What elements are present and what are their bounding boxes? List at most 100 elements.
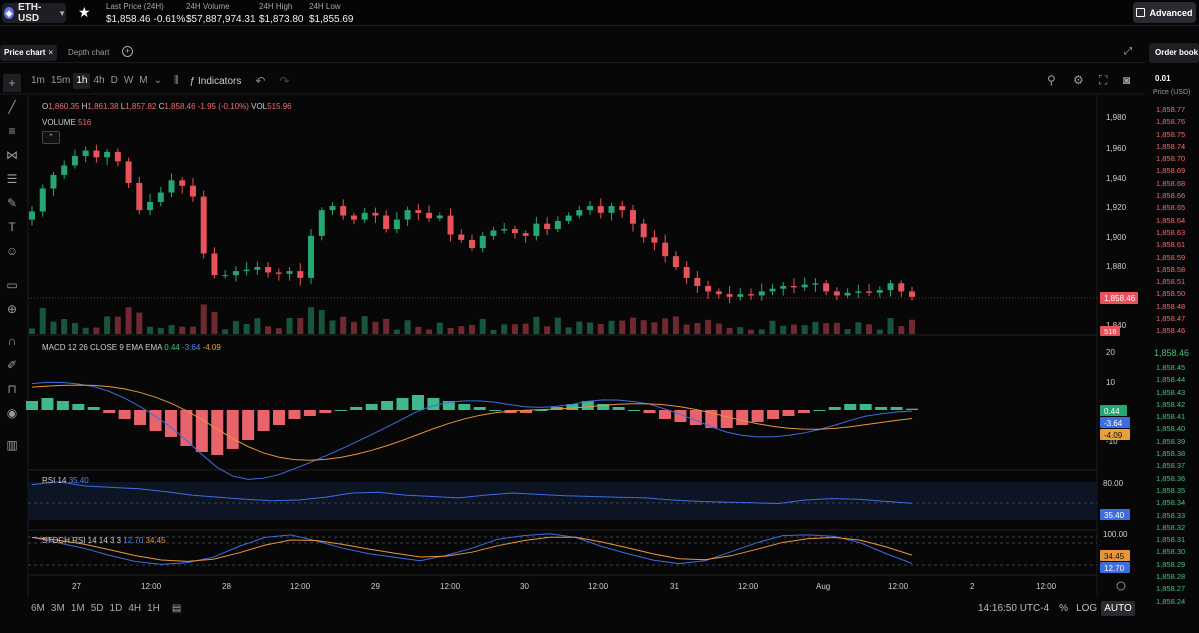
ask-row[interactable]: 1,858.47 [1156,314,1186,324]
log-toggle[interactable]: LOG [1076,602,1098,614]
calendar-icon[interactable]: ▤ [171,602,182,614]
bid-row[interactable]: 1,858.31 [1156,535,1186,545]
zoom-in-icon[interactable]: ⊕ [6,302,18,316]
stat-value: $57,887,974.31 [186,14,256,25]
trash-icon[interactable]: ▥ [6,438,18,452]
bid-row[interactable]: 1,858.39 [1156,436,1186,446]
ask-row[interactable]: 1,858.46 [1156,326,1186,336]
text-icon[interactable]: T [8,220,16,234]
bid-row[interactable]: 1,858.32 [1156,522,1186,532]
close-icon[interactable]: × [48,48,54,57]
undo-icon[interactable]: ↶ [255,74,266,88]
ask-row[interactable]: 1,858.63 [1156,227,1186,237]
brush-icon[interactable]: ✎ [6,196,18,210]
advanced-button[interactable]: Advanced [1133,2,1196,23]
collapse-button[interactable]: ⌃ [42,131,60,144]
fib-icon[interactable]: ☰ [6,172,18,186]
bid-row[interactable]: 1,858.42 [1156,399,1186,409]
range-1m[interactable]: 1M [70,602,85,614]
settings-dot-icon[interactable] [1116,581,1126,591]
tick-size-select[interactable]: 0.01 [1155,74,1171,83]
timeframe-1h[interactable]: 1h [73,73,91,89]
bid-row[interactable]: 1,858.37 [1156,461,1186,471]
ask-row[interactable]: 1,858.74 [1156,141,1186,151]
add-tab-icon[interactable]: + [122,46,133,57]
bid-row[interactable]: 1,858.44 [1156,375,1186,385]
bid-row[interactable]: 1,858.41 [1156,412,1186,422]
pen-lock-icon[interactable]: ✐ [6,358,18,372]
bid-row[interactable]: 1,858.40 [1156,424,1186,434]
gear-icon[interactable]: ⚙ [1073,73,1084,87]
tab-depth-chart[interactable]: Depth chart [64,45,113,61]
timeframe-4h[interactable]: 4h [93,75,105,86]
bid-row[interactable]: 1,858.45 [1156,363,1186,372]
macd-hist-bar [705,410,718,428]
ask-row[interactable]: 1,858.66 [1156,191,1186,201]
star-icon[interactable]: ★ [78,4,91,20]
volume-bar [404,320,411,334]
range-3m[interactable]: 3M [50,602,65,614]
ask-row[interactable]: 1,858.75 [1156,129,1186,139]
ask-row[interactable]: 1,858.69 [1156,166,1186,176]
candle-type-icon[interactable]: ⫼ [174,75,179,86]
ask-row[interactable]: 1,858.50 [1156,289,1186,299]
range-1h[interactable]: 1H [147,602,160,614]
crosshair-icon[interactable]: + [3,74,21,92]
percent-toggle[interactable]: % [1059,602,1069,614]
ruler-icon[interactable]: ▭ [6,278,18,292]
timeframe-15m[interactable]: 15m [50,75,71,86]
bid-row[interactable]: 1,858.38 [1156,449,1186,459]
trendline-icon[interactable]: ╱ [8,100,16,114]
bid-row[interactable]: 1,858.30 [1156,547,1186,557]
ask-row[interactable]: 1,858.68 [1156,178,1186,188]
search-icon[interactable]: ⚲ [1047,73,1056,87]
ask-row[interactable]: 1,858.65 [1156,203,1186,213]
ask-row[interactable]: 1,858.61 [1156,240,1186,250]
emoji-icon[interactable]: ☺ [5,244,19,258]
tab-price-chart[interactable]: Price chart × [0,45,58,61]
range-5d[interactable]: 5D [90,602,104,614]
bid-row[interactable]: 1,858.29 [1156,559,1186,569]
magnet-icon[interactable]: ∩ [7,334,17,348]
ask-row[interactable]: 1,858.51 [1156,277,1186,287]
chart-canvas[interactable]: 1,980 1,960 1,940 1,920 1,900 1,880 1,84… [0,58,1145,598]
timeframe-d[interactable]: D [110,75,118,86]
ask-row[interactable]: 1,858.76 [1156,117,1186,127]
bid-row[interactable]: 1,858.43 [1156,387,1186,397]
time-display[interactable]: 14:16:50 UTC-4 [978,602,1050,614]
eye-icon[interactable]: ◉ [6,406,18,420]
camera-icon[interactable]: ◙ [1123,73,1131,87]
expand-icon[interactable]: ⤢ [1124,46,1132,57]
pitchfork-icon[interactable]: ⋈ [6,148,18,162]
timeframe-w[interactable]: W [123,75,134,86]
fullscreen-icon[interactable]: ⛶ [1099,73,1108,87]
ask-row[interactable]: 1,858.58 [1156,264,1186,274]
ask-row[interactable]: 1,858.64 [1156,215,1186,225]
chevron-down-icon[interactable]: ⌄ [153,75,163,86]
bid-row[interactable]: 1,858.28 [1156,572,1186,582]
bid-row[interactable]: 1,858.33 [1156,510,1186,520]
timeframe-1m[interactable]: 1m [31,75,45,86]
range-6m[interactable]: 6M [31,602,45,614]
candle-body [136,183,143,211]
ask-row[interactable]: 1,858.48 [1156,301,1186,311]
indicators-button[interactable]: ƒ Indicators [190,76,242,87]
pair-selector[interactable]: ◆ ETH-USD ▼ [2,2,66,24]
ask-row[interactable]: 1,858.77 [1156,105,1186,114]
redo-icon[interactable]: ↷ [279,74,290,88]
auto-toggle[interactable]: AUTO [1101,600,1135,616]
bid-row[interactable]: 1,858.34 [1156,498,1186,508]
timeframe-m[interactable]: M [139,75,148,86]
bid-row[interactable]: 1,858.27 [1156,584,1186,594]
range-4h[interactable]: 4H [128,602,142,614]
bid-row[interactable]: 1,858.36 [1156,473,1186,483]
bid-row[interactable]: 1,858.35 [1156,485,1186,495]
lock-icon[interactable]: ⊓ [7,382,17,396]
macd-marker: -3.64 [1104,419,1123,428]
ask-row[interactable]: 1,858.70 [1156,154,1186,164]
bid-row[interactable]: 1,858.24 [1156,596,1186,606]
tab-order-book[interactable]: Order book [1149,43,1199,63]
range-1d[interactable]: 1D [109,602,123,614]
ask-row[interactable]: 1,858.59 [1156,252,1186,262]
parallel-lines-icon[interactable]: ≡ [8,124,16,138]
